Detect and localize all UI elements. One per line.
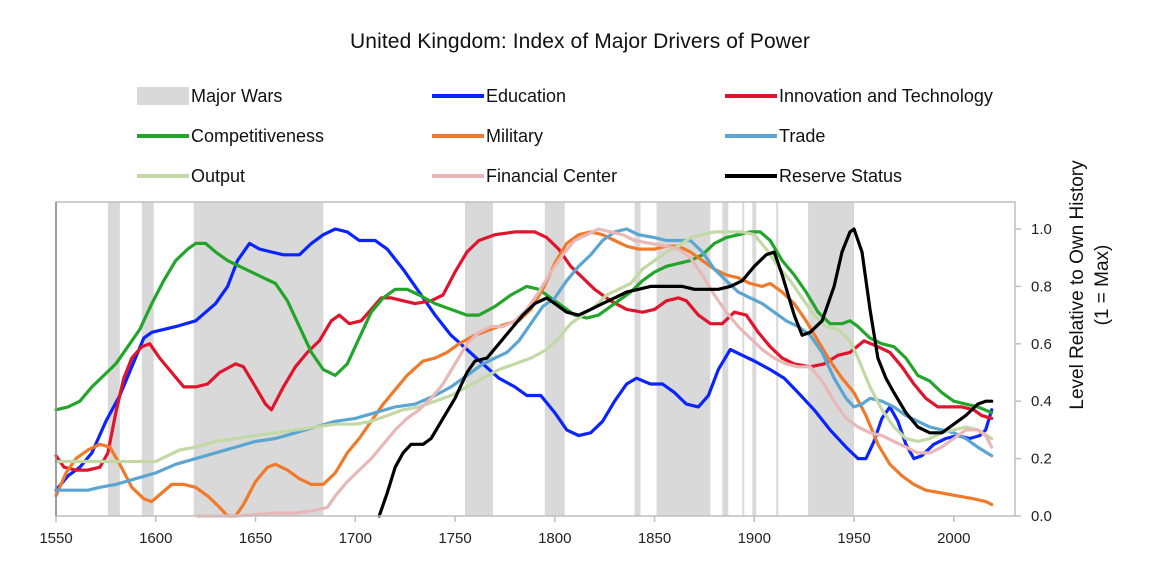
legend-label: Military [486, 125, 543, 146]
legend-item-major-wars: Major Wars [137, 85, 282, 107]
war-band [544, 202, 565, 516]
series-line-reserve-status [377, 227, 994, 518]
legend-item-trade: Trade [725, 125, 825, 147]
legend-label: Competitiveness [191, 125, 325, 146]
x-tick-label: 1950 [837, 530, 870, 547]
war-band [107, 202, 120, 516]
x-tick-label: 1850 [638, 530, 671, 547]
legend-label: Financial Center [486, 165, 618, 186]
series-line-output [54, 230, 994, 464]
x-tick-label: 1900 [738, 530, 771, 547]
legend-swatch-education [432, 94, 484, 98]
legend-swatch-military [432, 134, 484, 138]
x-tick-label: 1800 [538, 530, 571, 547]
legend-label: Major Wars [191, 85, 283, 106]
y-tick-label: 0.4 [1031, 393, 1052, 410]
x-tick-label: 1550 [39, 530, 72, 547]
legend-swatch-financial-center [432, 174, 484, 178]
series-lines [54, 227, 994, 518]
legend-swatch-competitiveness [137, 134, 189, 138]
war-band [742, 202, 745, 516]
legend-swatch-innovation [725, 94, 777, 98]
chart-title: United Kingdom: Index of Major Drivers o… [350, 30, 810, 53]
y-axis-label-secondary: (1 = Max) [1092, 245, 1113, 326]
y-tick-label: 0.0 [1031, 508, 1052, 525]
war-band [634, 202, 641, 516]
legend-swatch-reserve-status [725, 174, 777, 178]
legend-swatch-major-wars [137, 87, 189, 105]
legend-swatch-trade [725, 134, 777, 138]
y-tick-label: 0.8 [1031, 278, 1052, 295]
legend-item-competitiveness: Competitiveness [137, 125, 324, 147]
legend-label: Reserve Status [779, 165, 903, 186]
x-tick-label: 1650 [239, 530, 272, 547]
war-band [141, 202, 154, 516]
series-line-trade [54, 227, 994, 492]
x-tick-label: 1600 [139, 530, 172, 547]
legend-label: Trade [779, 125, 826, 146]
legend-swatch-output [137, 174, 189, 178]
series-line-competitiveness [54, 230, 994, 415]
legend-item-output: Output [137, 165, 245, 187]
axes [55, 201, 1016, 517]
y-tick-label: 1.0 [1031, 221, 1052, 238]
y-tick-label: 0.6 [1031, 336, 1052, 353]
y-axis: 0.0 0.2 0.4 0.6 0.8 1.0 [1015, 221, 1052, 525]
series-line-financial-center [196, 227, 994, 518]
series-line-education [54, 227, 994, 492]
legend-label: Innovation and Technology [779, 85, 993, 106]
legend-item-financial-center: Financial Center [432, 165, 617, 187]
legend-item-military: Military [432, 125, 543, 147]
legend-label: Education [486, 85, 567, 106]
war-band [752, 202, 757, 516]
series-line-innovation-and-technology [54, 230, 994, 472]
x-tick-label: 1750 [438, 530, 471, 547]
y-tick-label: 0.2 [1031, 451, 1052, 468]
legend-label: Output [191, 165, 246, 186]
legend-item-innovation: Innovation and Technology [725, 85, 993, 107]
x-tick-label: 2000 [937, 530, 970, 547]
x-tick-label: 1700 [339, 530, 372, 547]
x-axis: 1550 1600 1650 1700 1750 1800 1850 1900 1950 2000 [39, 516, 970, 547]
y-axis-label: Level Relative to Own History [1067, 160, 1088, 410]
legend-item-education: Education [432, 85, 566, 107]
legend-item-reserve-status: Reserve Status [725, 165, 902, 187]
